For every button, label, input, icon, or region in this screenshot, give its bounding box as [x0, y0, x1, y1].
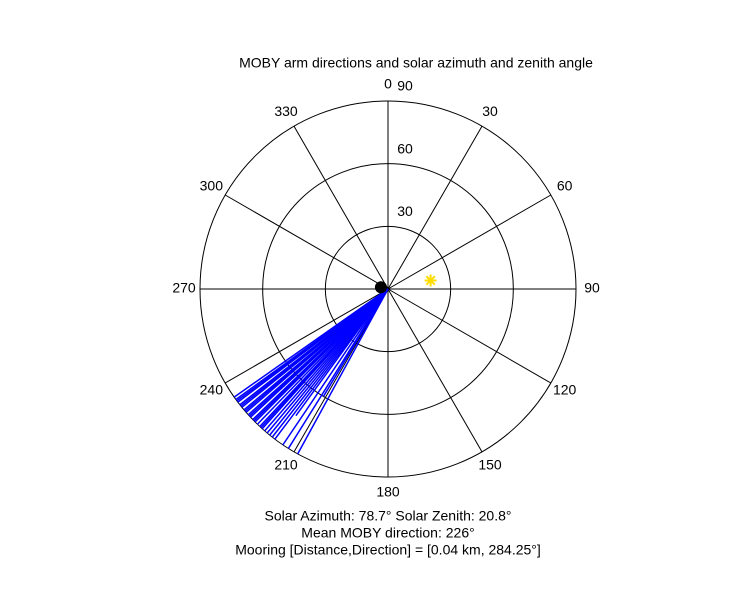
annotation: Solar Azimuth: 78.7° Solar Zenith: 20.8°: [265, 508, 512, 524]
theta-tick-label: 120: [553, 382, 577, 398]
grid-spoke: [387, 125, 483, 290]
mooring-point: [374, 281, 387, 294]
grid-spoke: [293, 125, 389, 290]
annotation: Mean MOBY direction: 226°: [301, 525, 474, 541]
chart-title: MOBY arm directions and solar azimuth an…: [239, 55, 593, 71]
theta-tick-label: 60: [557, 178, 573, 194]
theta-tick-label: 0: [384, 76, 392, 92]
grid-spoke: [224, 194, 389, 290]
grid-spoke: [387, 194, 552, 290]
theta-tick-label: 90: [584, 280, 600, 296]
sun-marker: [424, 274, 437, 287]
grid-spoke: [387, 288, 483, 453]
theta-tick-label: 270: [172, 280, 196, 296]
annotation: Mooring [Distance,Direction] = [0.04 km,…: [235, 542, 541, 558]
theta-tick-label: 210: [274, 456, 298, 472]
theta-tick-label: 150: [478, 456, 502, 472]
theta-tick-label: 240: [200, 382, 224, 398]
grid-spoke: [387, 288, 552, 384]
theta-tick-label: 180: [376, 484, 400, 500]
r-tick-label: 30: [397, 203, 413, 219]
arm-direction: [295, 288, 389, 417]
theta-tick-label: 30: [482, 103, 498, 119]
sun-stroke: [425, 275, 436, 286]
arm-direction: [297, 288, 389, 455]
arm-direction: [282, 288, 389, 446]
grid-spoke: [224, 288, 389, 384]
r-tick-label: 90: [397, 78, 413, 94]
theta-tick-label: 300: [200, 178, 224, 194]
arm-direction: [322, 288, 389, 397]
theta-tick-label: 330: [274, 103, 298, 119]
r-tick-label: 60: [397, 140, 413, 156]
